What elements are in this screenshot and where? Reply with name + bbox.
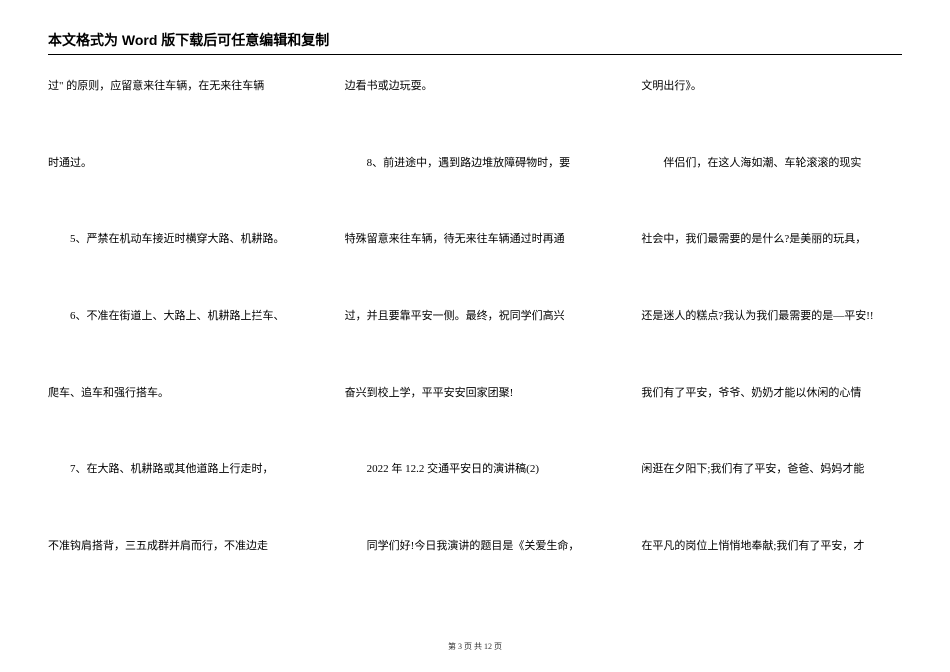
page-number: 第 3 页 共 12 页 (448, 642, 502, 651)
paragraph: 过，并且要靠平安一侧。最终，祝同学们高兴 (345, 307, 606, 326)
paragraph: 奋兴到校上学，平平安安回家团聚! (345, 384, 606, 403)
column-3: 文明出行》。 伴侣们，在这人海如潮、车轮滚滚的现实 社会中，我们最需要的是什么?… (641, 77, 902, 633)
paragraph: 8、前进途中，遇到路边堆放障碍物时，要 (345, 154, 606, 173)
paragraph: 过" 的原则，应留意来往车辆，在无来往车辆 (48, 77, 309, 96)
paragraph: 时通过。 (48, 154, 309, 173)
paragraph: 伴侣们，在这人海如潮、车轮滚滚的现实 (641, 154, 902, 173)
paragraph: 爬车、追车和强行搭车。 (48, 384, 309, 403)
content-columns: 过" 的原则，应留意来往车辆，在无来往车辆 时通过。 5、严禁在机动车接近时横穿… (48, 77, 902, 633)
header-title: 本文格式为 Word 版下载后可任意编辑和复制 (48, 32, 329, 48)
document-page: 本文格式为 Word 版下载后可任意编辑和复制 过" 的原则，应留意来往车辆，在… (0, 0, 950, 672)
paragraph: 6、不准在街道上、大路上、机耕路上拦车、 (48, 307, 309, 326)
page-header: 本文格式为 Word 版下载后可任意编辑和复制 (48, 30, 902, 55)
paragraph: 边看书或边玩耍。 (345, 77, 606, 96)
paragraph: 2022 年 12.2 交通平安日的演讲稿(2) (345, 460, 606, 479)
paragraph: 我们有了平安，爷爷、奶奶才能以休闲的心情 (641, 384, 902, 403)
paragraph: 文明出行》。 (641, 77, 902, 96)
paragraph: 在平凡的岗位上悄悄地奉献;我们有了平安，才 (641, 537, 902, 556)
paragraph: 特殊留意来往车辆，待无来往车辆通过时再通 (345, 230, 606, 249)
paragraph: 7、在大路、机耕路或其他道路上行走时， (48, 460, 309, 479)
paragraph: 闲逛在夕阳下;我们有了平安，爸爸、妈妈才能 (641, 460, 902, 479)
paragraph: 同学们好!今日我演讲的题目是《关爱生命， (345, 537, 606, 556)
paragraph: 5、严禁在机动车接近时横穿大路、机耕路。 (48, 230, 309, 249)
page-footer: 第 3 页 共 12 页 (48, 633, 902, 652)
paragraph: 还是迷人的糕点?我认为我们最需要的是—平安!! (641, 307, 902, 326)
paragraph: 社会中，我们最需要的是什么?是美丽的玩具， (641, 230, 902, 249)
column-1: 过" 的原则，应留意来往车辆，在无来往车辆 时通过。 5、严禁在机动车接近时横穿… (48, 77, 309, 633)
paragraph: 不准钩肩搭背，三五成群并肩而行，不准边走 (48, 537, 309, 556)
column-2: 边看书或边玩耍。 8、前进途中，遇到路边堆放障碍物时，要 特殊留意来往车辆，待无… (345, 77, 606, 633)
